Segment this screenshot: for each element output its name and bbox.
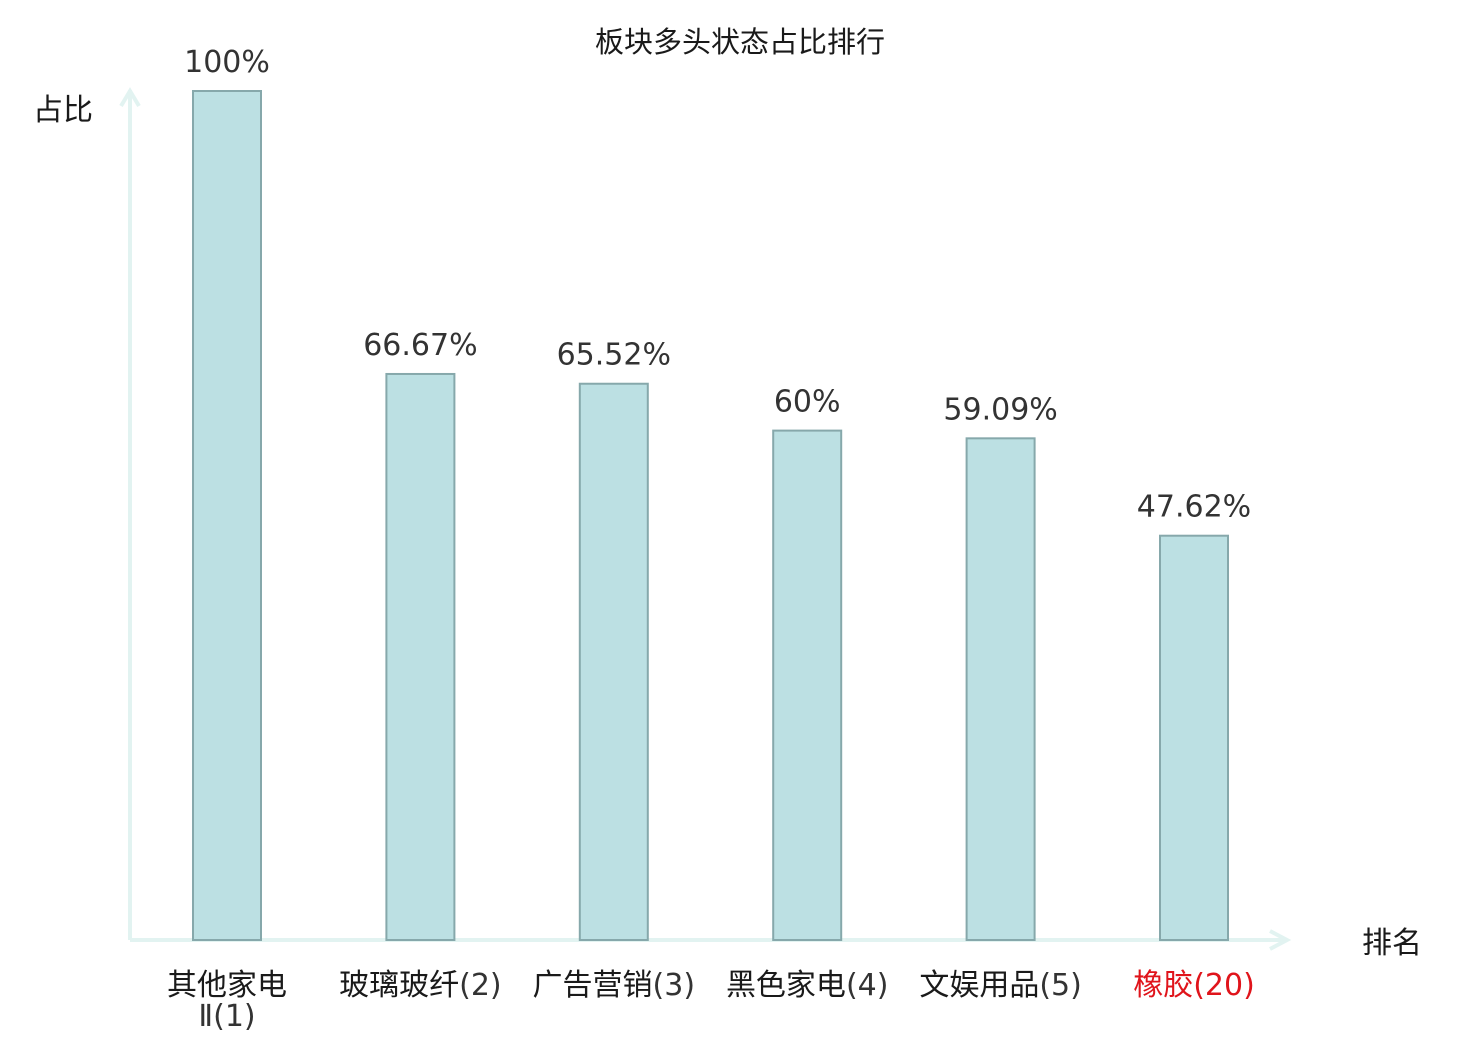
value-label: 66.67% <box>363 328 477 363</box>
category-rank: (4) <box>846 968 889 1003</box>
bar <box>385 372 456 942</box>
category-label-line2: Ⅱ(1) <box>198 999 255 1034</box>
bar <box>772 429 843 941</box>
category-rank: (20) <box>1193 968 1255 1003</box>
value-label: 65.52% <box>557 338 671 373</box>
x-axis-arrow-icon <box>1269 929 1292 951</box>
category-name: 黑色家电 <box>726 968 846 1003</box>
category-rank: (1) <box>213 999 256 1034</box>
bars-group <box>192 90 1229 942</box>
category-label: 玻璃玻纤(2) <box>339 968 502 1003</box>
category-name: 橡胶 <box>1133 968 1193 1003</box>
y-axis-label: 占比 <box>33 93 93 128</box>
category-name: 文娱用品 <box>919 968 1039 1003</box>
bar <box>192 90 262 941</box>
chart-title: 板块多头状态占比排行 <box>595 25 885 59</box>
value-label: 47.62% <box>1137 490 1251 525</box>
category-suffix: Ⅱ <box>198 999 213 1034</box>
category-label: 文娱用品(5) <box>919 968 1082 1003</box>
category-label: 黑色家电(4) <box>726 968 889 1003</box>
value-label: 59.09% <box>943 392 1057 427</box>
value-label: 60% <box>774 385 841 420</box>
category-rank: (2) <box>459 968 502 1003</box>
category-label: 其他家电 <box>167 968 287 1003</box>
axes <box>119 87 1292 951</box>
category-label: 广告营销(3) <box>533 968 696 1003</box>
category-name: 广告营销 <box>533 968 653 1003</box>
x-axis-label: 排名 <box>1362 926 1422 961</box>
y-axis-arrow-icon <box>119 87 141 108</box>
category-rank: (3) <box>653 968 696 1003</box>
bar <box>965 437 1036 941</box>
category-name: 玻璃玻纤 <box>339 968 459 1003</box>
bar <box>1159 534 1229 941</box>
bar <box>578 382 649 941</box>
value-labels-group: 100% 66.67% 65.52% 60% 59.09% 47.62% <box>184 45 1251 525</box>
category-rank: (5) <box>1039 968 1082 1003</box>
value-label: 100% <box>184 45 270 80</box>
category-label: 橡胶(20) <box>1133 968 1255 1003</box>
